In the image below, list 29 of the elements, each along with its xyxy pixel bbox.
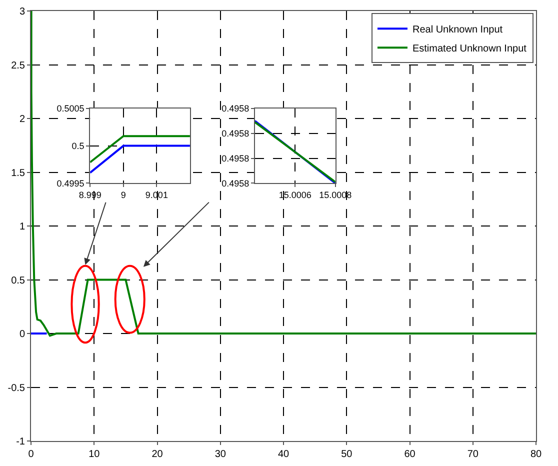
x-tick-label: 0 (28, 449, 34, 460)
x-tick-label: 40 (278, 449, 290, 460)
x-tick-label: 60 (404, 449, 416, 460)
x-tick-label: 10 (88, 449, 100, 460)
line-series (31, 11, 536, 337)
y-tick-label: 0.4958 (222, 104, 250, 114)
y-tick-label: 0.4958 (222, 128, 250, 138)
y-tick-label: 0.5 (72, 140, 84, 151)
x-tick-label: 50 (341, 449, 353, 460)
y-tick-label: 0.5005 (56, 104, 84, 114)
y-tick-label: -1 (16, 436, 26, 448)
y-tick-label: -0.5 (8, 382, 26, 394)
y-tick-label: 0.4958 (222, 178, 250, 188)
x-tick-label: 70 (467, 449, 479, 460)
x-tick-label: 80 (530, 449, 542, 460)
legend-label: Estimated Unknown Input (412, 44, 527, 55)
y-tick-label: 0.5 (11, 275, 26, 286)
y-tick-label: 1.5 (11, 168, 26, 179)
y-tick-label: 2 (19, 114, 26, 125)
legend-label: Real Unknown Input (412, 24, 503, 36)
x-tick-label: 30 (214, 449, 226, 460)
y-tick-label: 1 (19, 222, 26, 232)
y-tick-label: 0 (19, 329, 26, 340)
y-tick-label: 0.4958 (222, 153, 250, 164)
y-tick-label: 3 (19, 6, 26, 18)
x-tick-label: 20 (152, 449, 164, 460)
y-tick-label: 0.4995 (56, 178, 84, 188)
y-tick-label: 2.5 (11, 60, 26, 72)
x-tick-label: 9 (120, 190, 126, 200)
